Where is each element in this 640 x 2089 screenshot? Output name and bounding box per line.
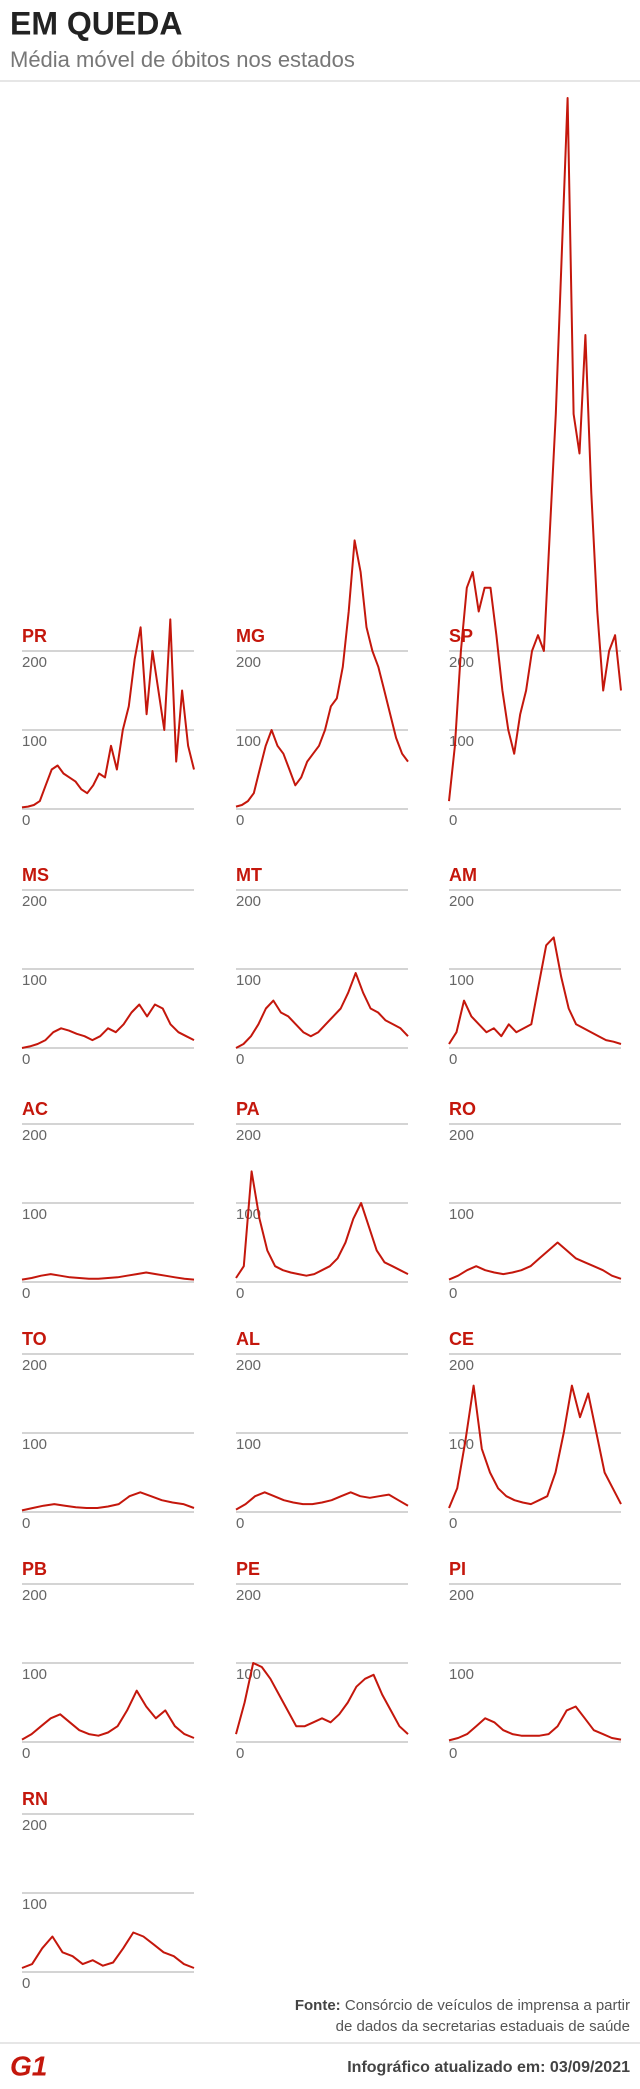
y-tick-label: 100 <box>236 1666 261 1683</box>
source: Fonte: Consórcio de veículos de imprensa… <box>295 1997 630 2014</box>
logo: G1 <box>10 2050 47 2081</box>
y-tick-label: 200 <box>449 1127 474 1144</box>
y-tick-label: 100 <box>236 733 261 750</box>
y-tick-label: 100 <box>449 1666 474 1683</box>
state-label: RO <box>449 1099 476 1119</box>
y-tick-label: 200 <box>22 1127 47 1144</box>
series-line <box>235 539 409 808</box>
y-tick-label: 200 <box>449 1587 474 1604</box>
y-tick-label: 200 <box>236 654 261 671</box>
series-line <box>21 1003 195 1049</box>
y-tick-label: 200 <box>22 1357 47 1374</box>
y-tick-label: 200 <box>22 893 47 910</box>
y-tick-label: 100 <box>22 1206 47 1223</box>
y-tick-label: 100 <box>22 1666 47 1683</box>
y-tick-label: 0 <box>236 1285 244 1302</box>
y-tick-label: 100 <box>449 972 474 989</box>
state-label: TO <box>22 1329 47 1349</box>
y-tick-label: 100 <box>449 1206 474 1223</box>
y-tick-label: 200 <box>449 893 474 910</box>
series-line <box>235 1662 409 1735</box>
y-tick-label: 200 <box>449 1357 474 1374</box>
state-label: AC <box>22 1099 48 1119</box>
series-line <box>21 1689 195 1741</box>
title: EM QUEDA <box>10 5 182 41</box>
state-label: MG <box>236 626 265 646</box>
subtitle: Média móvel de óbitos nos estados <box>10 47 355 72</box>
state-label: PE <box>236 1559 260 1579</box>
y-tick-label: 200 <box>22 654 47 671</box>
state-label: MT <box>236 865 262 885</box>
y-tick-label: 200 <box>449 654 474 671</box>
state-label: PA <box>236 1099 260 1119</box>
state-label: CE <box>449 1329 474 1349</box>
series-line <box>448 1705 622 1742</box>
state-label: PB <box>22 1559 47 1579</box>
series-line <box>448 1384 622 1509</box>
y-tick-label: 200 <box>236 1127 261 1144</box>
y-tick-label: 200 <box>22 1587 47 1604</box>
y-tick-label: 0 <box>236 1515 244 1532</box>
series-line <box>448 1241 622 1281</box>
series-line <box>235 1491 409 1511</box>
y-tick-label: 100 <box>236 972 261 989</box>
y-tick-label: 200 <box>22 1817 47 1834</box>
y-tick-label: 0 <box>22 1975 30 1992</box>
y-tick-label: 0 <box>22 1285 30 1302</box>
series-line <box>235 972 409 1049</box>
series-line <box>21 618 195 809</box>
y-tick-label: 100 <box>449 1436 474 1453</box>
state-label: SP <box>449 626 473 646</box>
series-line <box>21 1931 195 1969</box>
y-tick-label: 0 <box>236 1745 244 1762</box>
y-tick-label: 0 <box>236 1051 244 1068</box>
state-label: AL <box>236 1329 260 1349</box>
y-tick-label: 200 <box>236 1357 261 1374</box>
y-tick-label: 0 <box>449 1051 457 1068</box>
series-line <box>448 936 622 1045</box>
y-tick-label: 0 <box>236 812 244 829</box>
state-label: MS <box>22 865 49 885</box>
state-label: PR <box>22 626 47 646</box>
y-tick-label: 0 <box>22 812 30 829</box>
y-tick-label: 100 <box>449 733 474 750</box>
y-tick-label: 100 <box>22 972 47 989</box>
source-line: de dados da secretarias estaduais de saú… <box>336 2018 630 2035</box>
y-tick-label: 100 <box>22 1896 47 1913</box>
series-line <box>448 97 622 802</box>
state-label: AM <box>449 865 477 885</box>
y-tick-label: 0 <box>449 812 457 829</box>
series-line <box>21 1271 195 1281</box>
y-tick-label: 0 <box>449 1515 457 1532</box>
y-tick-label: 0 <box>22 1051 30 1068</box>
source-label: Fonte: <box>295 1997 341 2014</box>
state-label: PI <box>449 1559 466 1579</box>
series-line <box>235 1170 409 1279</box>
y-tick-label: 100 <box>22 733 47 750</box>
state-label: RN <box>22 1789 48 1809</box>
y-tick-label: 200 <box>236 1587 261 1604</box>
y-tick-label: 0 <box>22 1515 30 1532</box>
y-tick-label: 0 <box>449 1285 457 1302</box>
y-tick-label: 200 <box>236 893 261 910</box>
updated: Infográfico atualizado em: 03/09/2021 <box>347 2059 630 2076</box>
series-line <box>21 1491 195 1512</box>
y-tick-label: 100 <box>236 1436 261 1453</box>
source-line: Consórcio de veículos de imprensa a part… <box>345 1997 630 2014</box>
y-tick-label: 0 <box>449 1745 457 1762</box>
y-tick-label: 0 <box>22 1745 30 1762</box>
y-tick-label: 100 <box>22 1436 47 1453</box>
